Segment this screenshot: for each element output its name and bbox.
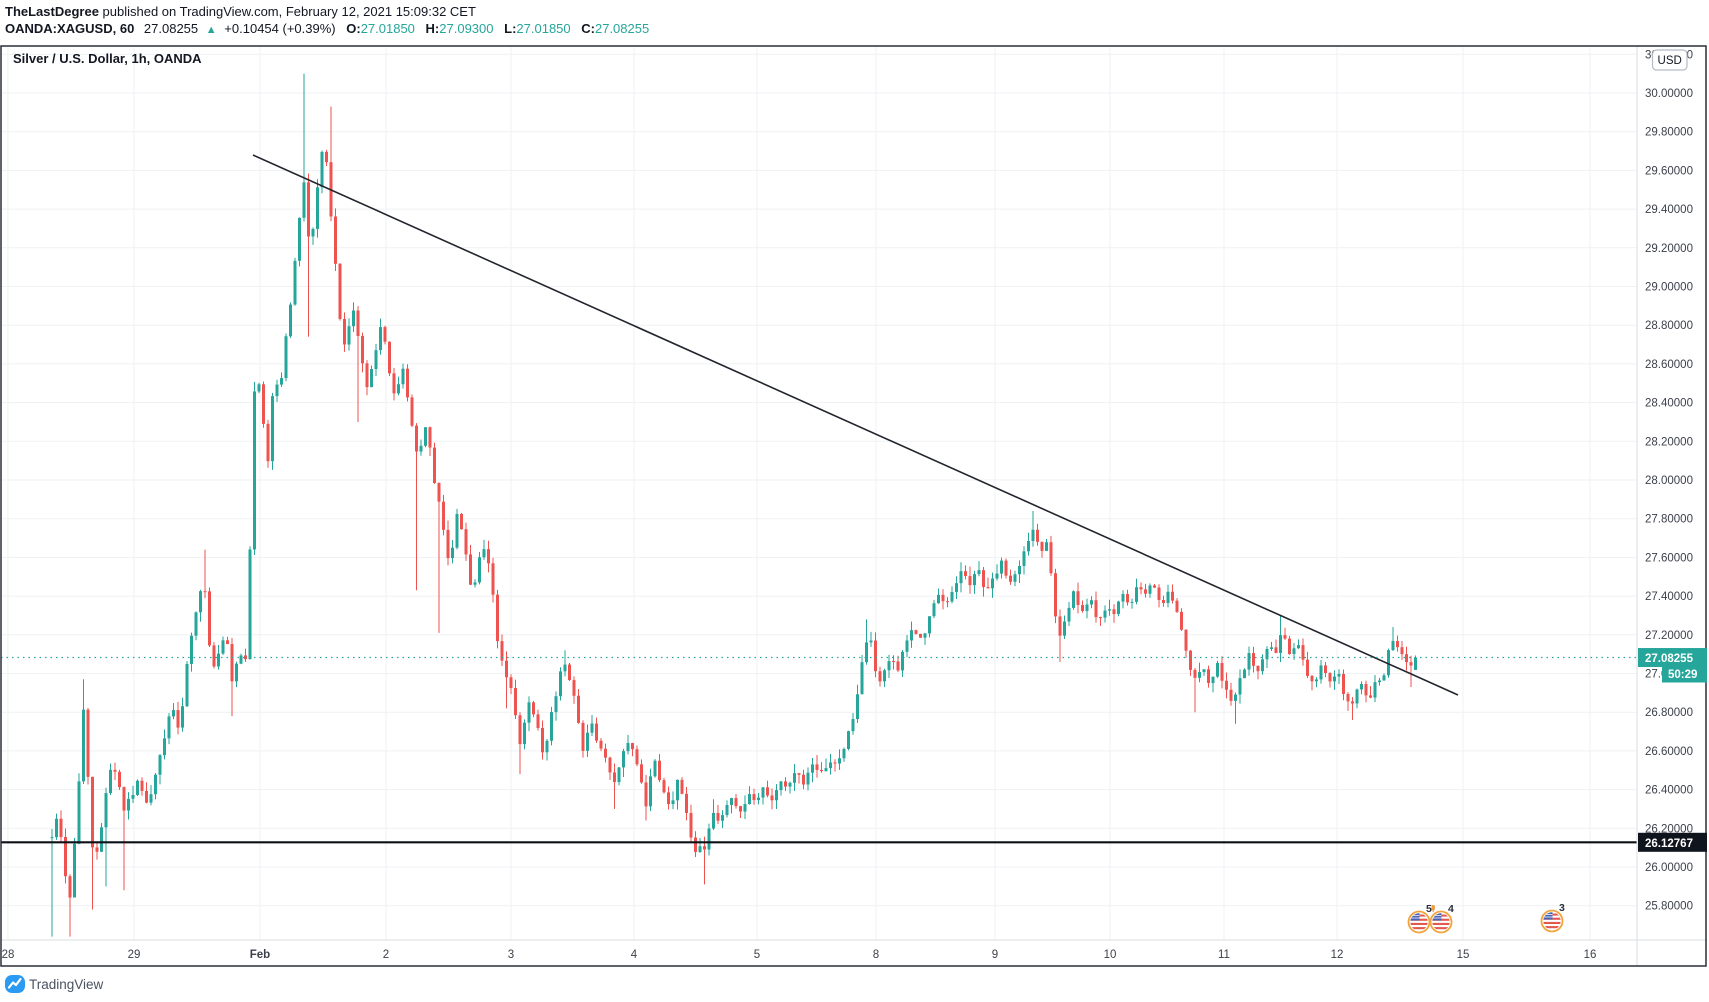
svg-text:USD: USD (1658, 55, 1682, 67)
svg-text:28.00000: 28.00000 (1645, 475, 1693, 487)
low-value: 27.01850 (516, 21, 571, 36)
trendline-drawing[interactable] (252, 154, 1459, 696)
svg-text:30.00000: 30.00000 (1645, 88, 1693, 100)
svg-text:27.08255: 27.08255 (1645, 653, 1694, 665)
up-arrow-icon: ▲ (205, 24, 217, 36)
author-name: TheLastDegree (5, 4, 99, 19)
svg-text:2: 2 (383, 949, 389, 961)
svg-text:11: 11 (1218, 949, 1230, 961)
svg-text:Feb: Feb (250, 949, 270, 961)
svg-text:50:29: 50:29 (1668, 669, 1697, 681)
svg-text:26.60000: 26.60000 (1645, 746, 1693, 758)
candlestick-series (50, 73, 1417, 937)
svg-text:26.20000: 26.20000 (1645, 823, 1693, 835)
svg-text:26.80000: 26.80000 (1645, 707, 1693, 719)
svg-text:28.20000: 28.20000 (1645, 436, 1693, 448)
svg-text:26.00000: 26.00000 (1645, 862, 1693, 874)
svg-text:8: 8 (873, 949, 879, 961)
svg-text:12: 12 (1331, 949, 1344, 961)
svg-text:28.80000: 28.80000 (1645, 320, 1693, 332)
gridlines (1, 47, 1637, 940)
open-value: 27.01850 (360, 21, 415, 36)
svg-text:5: 5 (1426, 903, 1432, 915)
symbol-name: OANDA:XAGUSD, 60 (5, 21, 135, 36)
svg-text:4: 4 (631, 949, 638, 961)
svg-text:29.60000: 29.60000 (1645, 165, 1693, 177)
price-change: +0.10454 (+0.39%) (224, 21, 336, 36)
svg-text:28.60000: 28.60000 (1645, 359, 1693, 371)
currency-toggle-button[interactable]: USD (1651, 49, 1688, 71)
publish-text: published on TradingView.com, February 1… (98, 4, 476, 19)
svg-text:9: 9 (992, 949, 998, 961)
svg-text:29.20000: 29.20000 (1645, 243, 1693, 255)
svg-text:27.80000: 27.80000 (1645, 514, 1693, 526)
open-label: O: (346, 21, 361, 36)
chart-frame (0, 45, 1707, 967)
svg-text:27.40000: 27.40000 (1645, 591, 1693, 603)
publish-info: TheLastDegree published on TradingView.c… (5, 4, 476, 19)
svg-text:26.40000: 26.40000 (1645, 785, 1693, 797)
svg-text:27.60000: 27.60000 (1645, 552, 1693, 564)
high-label: H: (425, 21, 440, 36)
high-value: 27.09300 (439, 21, 494, 36)
svg-text:15: 15 (1457, 949, 1470, 961)
close-value: 27.08255 (594, 21, 650, 36)
svg-text:Silver / U.S. Dollar, 1h, OAND: Silver / U.S. Dollar, 1h, OANDA (13, 51, 202, 66)
svg-text:29.40000: 29.40000 (1645, 204, 1693, 216)
tradingview-logo[interactable]: TradingView (5, 975, 104, 993)
svg-text:29.80000: 29.80000 (1645, 127, 1693, 139)
svg-text:4: 4 (1448, 903, 1454, 915)
svg-text:27.20000: 27.20000 (1645, 630, 1693, 642)
close-label: C: (581, 21, 595, 36)
svg-text:26.12767: 26.12767 (1645, 838, 1693, 850)
svg-text:5: 5 (754, 949, 760, 961)
svg-text:28.40000: 28.40000 (1645, 398, 1693, 410)
svg-text:3: 3 (1559, 902, 1565, 914)
svg-text:28: 28 (2, 949, 15, 961)
time-scale[interactable]: 28 29 Feb 2 3 4 5 8 9 10 11 12 15 16 (2, 949, 1597, 961)
low-label: L: (504, 21, 517, 36)
price-scale[interactable]: 30.2000030.0000029.8000029.6000029.40000… (1638, 49, 1707, 913)
chart-legend-title[interactable]: Silver / U.S. Dollar, 1h, OANDA (13, 51, 202, 66)
symbol-status-line: OANDA:XAGUSD, 60 27.08255 ▲ +0.10454 (+0… (5, 21, 649, 36)
svg-text:25.80000: 25.80000 (1645, 901, 1693, 913)
economic-event-flags[interactable]: 5 4 3 (1407, 902, 1566, 934)
last-price: 27.08255 (143, 21, 199, 36)
svg-text:29: 29 (128, 949, 141, 961)
svg-text:10: 10 (1104, 949, 1117, 961)
svg-text:3: 3 (508, 949, 514, 961)
svg-text:16: 16 (1584, 949, 1597, 961)
svg-text:TradingView: TradingView (29, 977, 104, 992)
svg-text:29.00000: 29.00000 (1645, 282, 1693, 294)
